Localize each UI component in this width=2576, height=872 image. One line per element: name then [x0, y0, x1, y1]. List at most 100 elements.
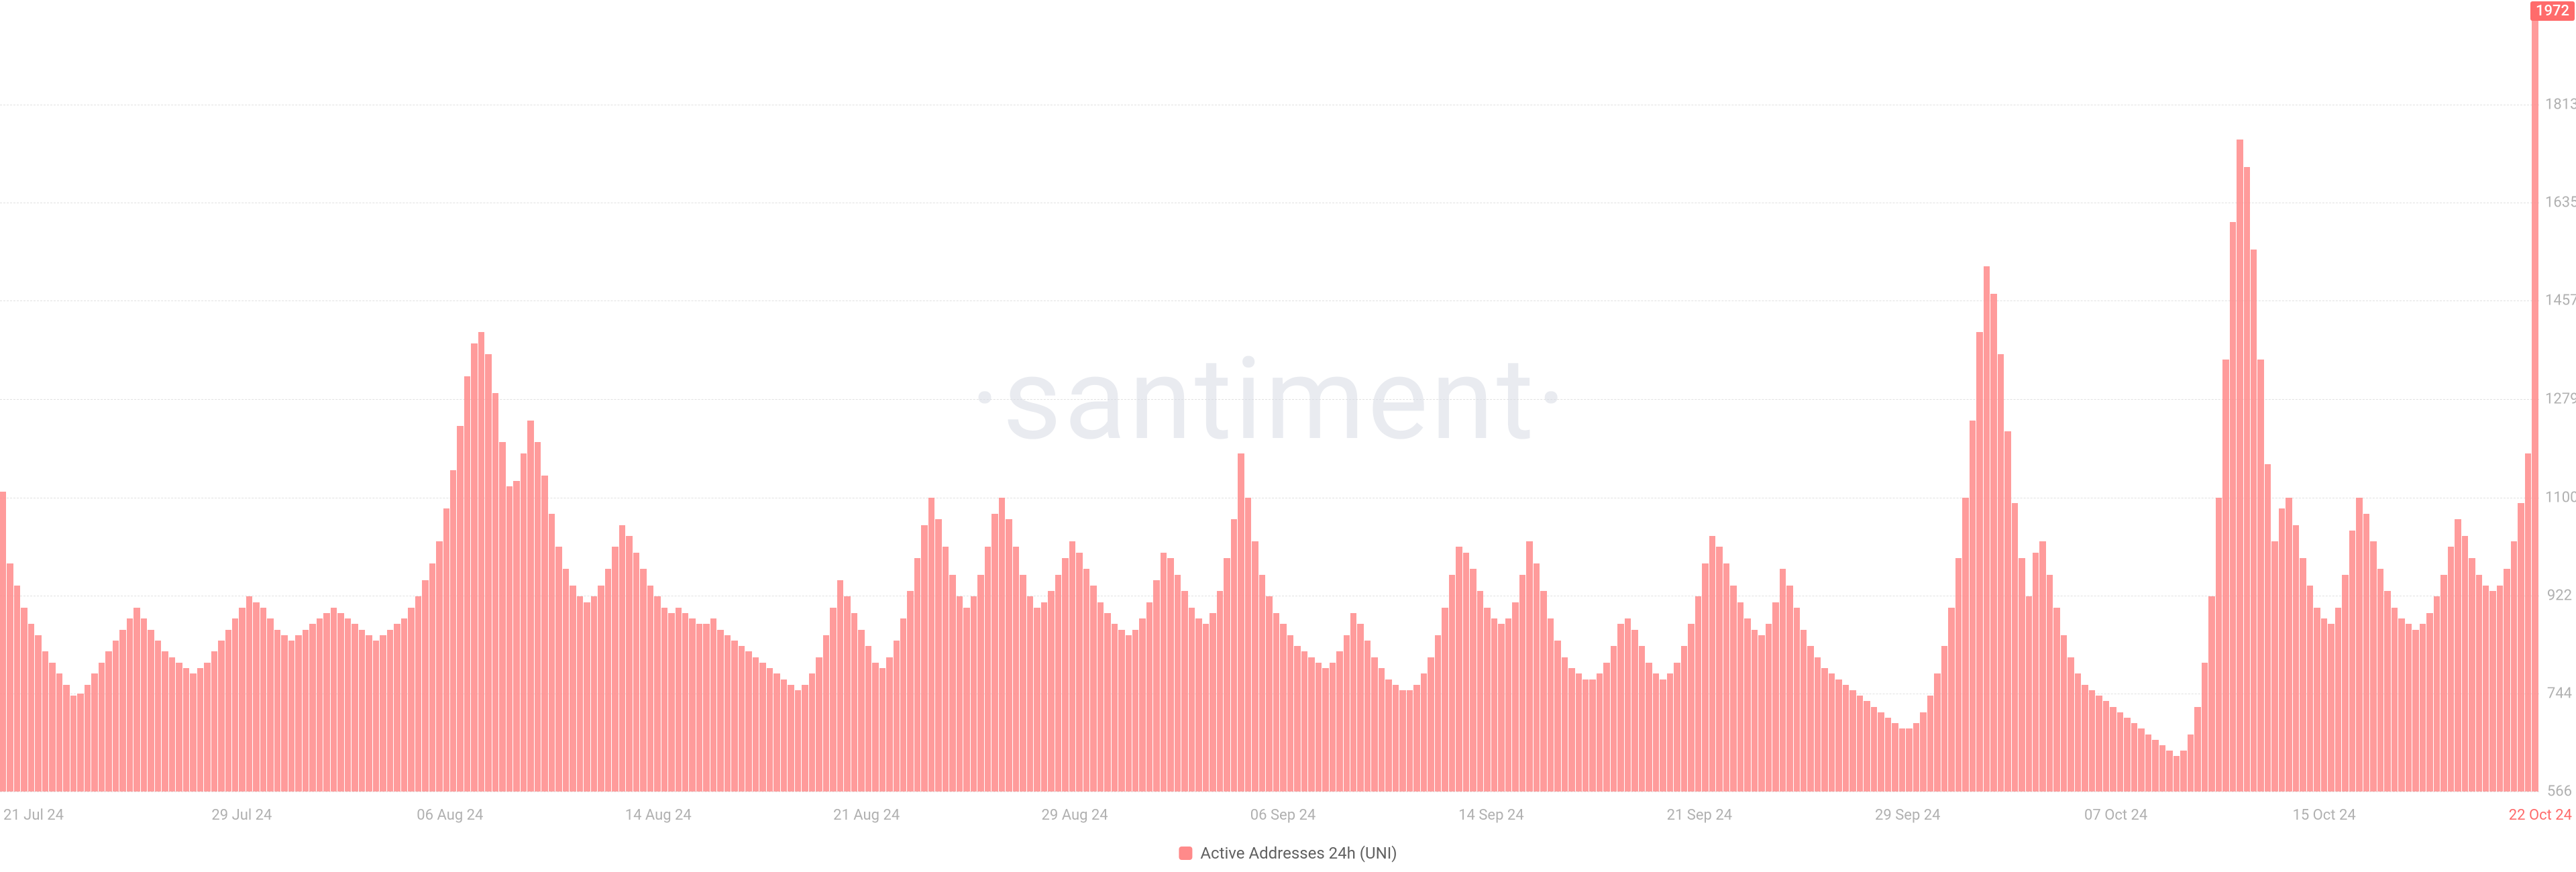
bar	[1639, 646, 1645, 792]
bar	[366, 635, 372, 792]
bar	[1385, 679, 1391, 792]
bar	[1807, 646, 1813, 792]
bar	[373, 641, 379, 792]
bar	[295, 635, 301, 792]
bar	[991, 514, 998, 792]
bar	[963, 608, 969, 792]
bar	[1829, 673, 1835, 792]
bar	[591, 596, 597, 792]
bar	[2004, 431, 2010, 792]
bar	[2174, 756, 2180, 792]
bar	[105, 651, 111, 792]
bar	[2068, 657, 2074, 792]
legend: Active Addresses 24h (UNI)	[1179, 844, 1397, 863]
bar	[2110, 707, 2116, 792]
bar	[1554, 641, 1560, 792]
bar	[527, 421, 533, 792]
bar	[1371, 657, 1377, 792]
bar	[70, 696, 76, 792]
bar	[2476, 575, 2482, 792]
bar	[1990, 294, 1996, 792]
bar	[1794, 608, 1800, 792]
bar	[457, 426, 463, 792]
bar	[1217, 591, 1223, 792]
bar	[85, 685, 91, 792]
bar	[1709, 536, 1715, 792]
bar	[2216, 498, 2222, 792]
bar	[0, 492, 6, 792]
bar	[63, 685, 69, 792]
bar	[2518, 503, 2524, 792]
bar	[513, 481, 519, 792]
bar	[985, 547, 991, 792]
bar	[781, 679, 787, 792]
bar	[1716, 547, 1722, 792]
bar	[795, 690, 801, 792]
bar	[1413, 685, 1419, 792]
bar	[2089, 690, 2095, 792]
bar	[1835, 679, 1841, 792]
bar	[260, 608, 266, 792]
bar	[1357, 624, 1363, 792]
bar	[183, 668, 189, 792]
bar	[274, 630, 280, 792]
bar	[239, 608, 245, 792]
bar	[1020, 575, 1026, 792]
bar	[661, 608, 667, 792]
x-tick-label: 06 Aug 24	[417, 807, 483, 824]
bar	[1399, 690, 1405, 792]
bar	[949, 575, 955, 792]
bar	[1498, 624, 1504, 792]
bar	[1097, 602, 1104, 792]
bar	[2455, 519, 2461, 792]
bar	[1899, 728, 1905, 792]
bar	[1821, 668, 1827, 792]
bar	[1906, 728, 1912, 792]
bar	[1920, 712, 1926, 792]
bar	[1364, 641, 1371, 792]
x-tick-label: 14 Sep 24	[1458, 807, 1523, 824]
bar	[1316, 663, 1322, 792]
bar	[1631, 630, 1638, 792]
bar	[584, 602, 590, 792]
y-tick-label: 1279	[2545, 390, 2572, 407]
bar	[1688, 624, 1694, 792]
bar	[1913, 723, 1919, 792]
bar	[2426, 613, 2432, 792]
bar	[1611, 646, 1617, 792]
bar	[14, 586, 20, 792]
current-value-text: 1972	[2536, 3, 2569, 19]
bar	[1519, 575, 1525, 792]
bar	[2300, 558, 2306, 792]
bar	[1027, 596, 1033, 792]
bar	[2370, 541, 2376, 792]
bar	[1934, 673, 1940, 792]
bar	[2398, 618, 2404, 792]
bar	[1505, 618, 1511, 792]
bar	[1041, 602, 1047, 792]
bar	[2406, 624, 2412, 792]
bar	[957, 596, 963, 792]
bar	[914, 558, 920, 792]
bar	[113, 641, 119, 792]
bar	[2392, 608, 2398, 792]
bar	[485, 354, 491, 792]
bar	[1181, 591, 1187, 792]
bar	[2469, 558, 2475, 792]
bar	[1962, 498, 1968, 792]
x-axis-end-label: 22 Oct 24	[2509, 807, 2572, 824]
bar	[1512, 602, 1518, 792]
bar	[2328, 624, 2334, 792]
bar	[2440, 575, 2447, 792]
bar	[99, 663, 105, 792]
bar	[2525, 453, 2531, 792]
bar	[1484, 608, 1490, 792]
bar	[1252, 541, 1258, 792]
bar	[2251, 250, 2257, 792]
bar	[1540, 591, 1546, 792]
bar	[2012, 503, 2018, 792]
bar	[1667, 673, 1673, 792]
bar	[1126, 635, 1132, 792]
bar	[1470, 569, 1476, 792]
bar	[197, 668, 203, 792]
